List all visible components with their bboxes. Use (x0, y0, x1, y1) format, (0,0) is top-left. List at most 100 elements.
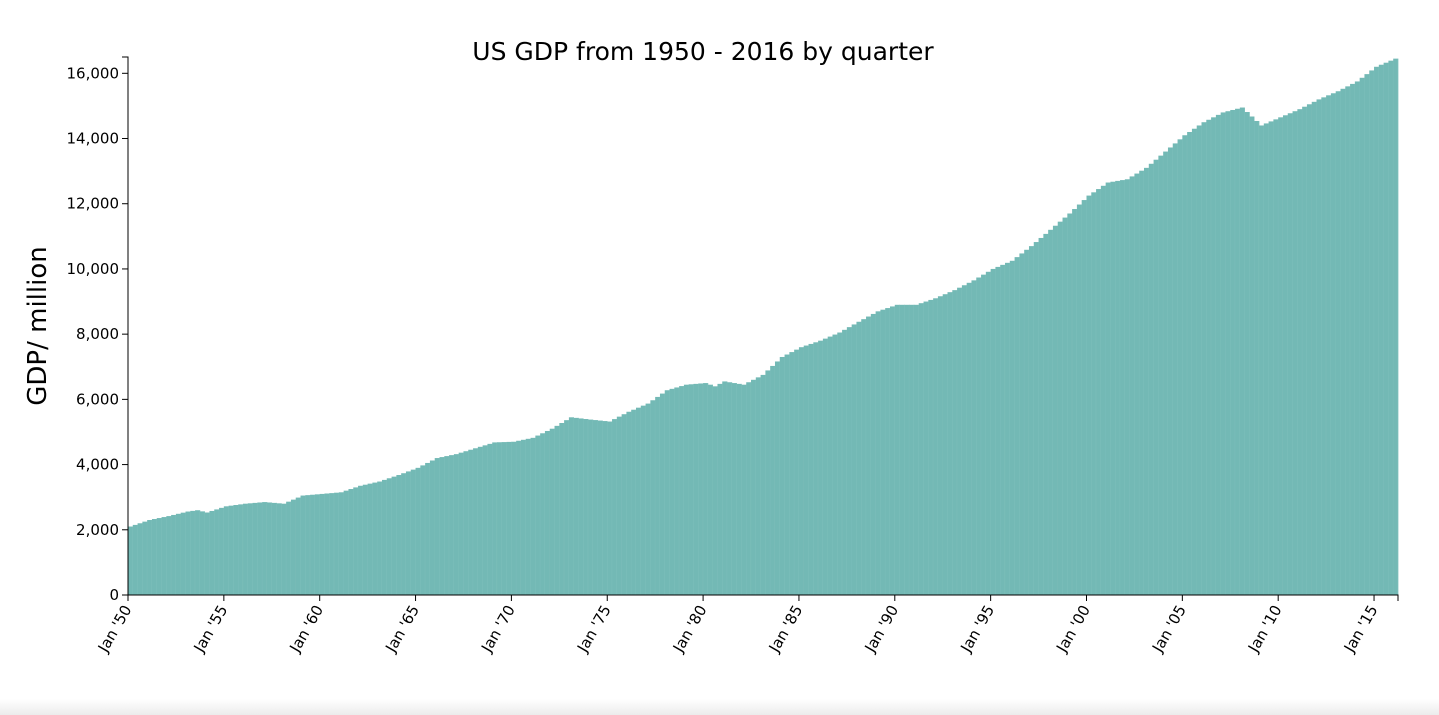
gdp-bar (602, 421, 608, 595)
x-tick-label: Jan '50 (94, 602, 136, 656)
gdp-bar (506, 441, 512, 595)
gdp-bar (842, 329, 848, 595)
gdp-bar (386, 478, 392, 595)
gdp-bar (310, 494, 316, 595)
y-tick-label: 0 (109, 586, 119, 604)
gdp-bar (401, 473, 407, 595)
gdp-bar (252, 502, 258, 595)
gdp-bar (607, 421, 613, 595)
gdp-bar (1115, 180, 1121, 595)
gdp-bar (180, 512, 186, 595)
gdp-bar (741, 384, 747, 595)
gdp-bar (1254, 120, 1260, 596)
gdp-bar (727, 382, 733, 595)
gdp-bar (286, 501, 292, 595)
gdp-bar (976, 277, 982, 595)
gdp-bar (540, 433, 546, 595)
gdp-bar (1263, 123, 1269, 596)
gdp-bar (415, 467, 421, 595)
gdp-bar (664, 390, 670, 595)
gdp-bar (1076, 204, 1082, 596)
gdp-bar (774, 361, 781, 595)
gdp-bar (1172, 143, 1178, 595)
gdp-bar (803, 345, 809, 595)
gdp-bar (492, 442, 498, 595)
gdp-bar (1378, 64, 1384, 596)
gdp-bar (1388, 60, 1394, 596)
gdp-bar (1187, 131, 1193, 596)
gdp-bar (1326, 95, 1332, 595)
gdp-bar (151, 519, 158, 595)
gdp-bar (453, 454, 459, 595)
gdp-bar (861, 319, 867, 595)
gdp-bar (770, 365, 776, 595)
gdp-bar (947, 292, 953, 595)
gdp-bar (1374, 66, 1380, 595)
x-tick-label: Jan '90 (861, 602, 903, 656)
gdp-bar (942, 294, 948, 595)
gdp-bar (190, 510, 196, 595)
gdp-bar (659, 393, 666, 595)
gdp-bar (885, 308, 891, 595)
gdp-bar (875, 311, 881, 595)
gdp-bar (396, 475, 402, 595)
gdp-bar (928, 299, 934, 595)
x-axis: Jan '50 Jan '55 Jan '60 Jan '65 Jan '70 Jan '… (94, 594, 1399, 656)
gdp-bar (214, 509, 220, 595)
page-bottom-edge (0, 699, 1439, 715)
gdp-bar (1249, 116, 1255, 595)
gdp-bar (262, 502, 268, 595)
gdp-bar (1225, 111, 1231, 596)
gdp-bar (1311, 101, 1317, 595)
gdp-bar (808, 343, 814, 595)
gdp-bar (319, 493, 325, 595)
gdp-bar (957, 287, 963, 595)
gdp-bar (549, 428, 555, 595)
gdp-bar (516, 440, 522, 595)
gdp-bar (1057, 221, 1063, 595)
gdp-bar (142, 521, 148, 595)
gdp-bar (1287, 113, 1293, 595)
gdp-bar (1292, 111, 1298, 596)
gdp-bar (482, 445, 488, 595)
gdp-bar (588, 419, 594, 595)
y-tick-label: 8,000 (76, 325, 119, 343)
gdp-bar (554, 425, 560, 595)
gdp-bar (913, 304, 920, 595)
gdp-bar (525, 438, 531, 595)
y-axis-label: GDP/ million (23, 246, 53, 405)
gdp-bar (1129, 176, 1135, 596)
gdp-bar (377, 481, 383, 595)
gdp-bar (990, 268, 996, 595)
gdp-bar (209, 510, 215, 595)
x-tick-label: Jan '10 (1244, 602, 1286, 656)
gdp-bar (1005, 262, 1011, 595)
gdp-bar (1230, 109, 1236, 595)
y-tick-label: 14,000 (67, 130, 120, 148)
gdp-bar (1009, 260, 1015, 595)
gdp-bar (405, 471, 412, 595)
gdp-bar (1038, 237, 1044, 595)
gdp-bar (564, 420, 570, 595)
gdp-bar (544, 430, 551, 595)
gdp-bar (794, 349, 800, 595)
gdp-bar (199, 511, 205, 595)
gdp-bar (501, 442, 507, 595)
gdp-bar (1364, 74, 1370, 596)
gdp-bar (1259, 125, 1265, 595)
gdp-bar (281, 503, 287, 595)
gdp-bar (559, 423, 565, 595)
gdp-bar (933, 298, 939, 595)
gdp-bar (1139, 170, 1145, 595)
gdp-bar (765, 370, 771, 595)
gdp-bar (473, 448, 479, 595)
gdp-bar (626, 411, 632, 595)
gdp-bar (497, 442, 503, 595)
gdp-bar (952, 290, 958, 595)
x-tick-label: Jan '75 (573, 602, 615, 656)
gdp-bar (1144, 167, 1150, 596)
gdp-bar (760, 374, 766, 595)
gdp-bar (731, 383, 737, 595)
gdp-bar (1350, 83, 1356, 596)
